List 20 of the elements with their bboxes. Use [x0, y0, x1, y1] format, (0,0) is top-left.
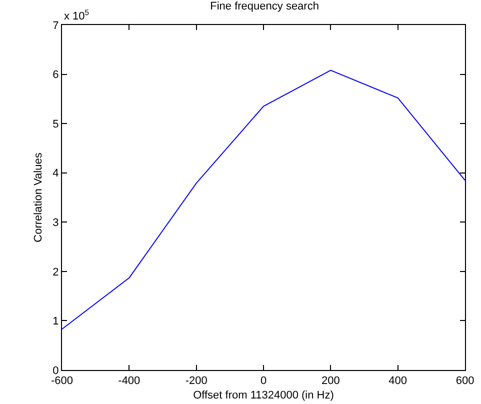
- x-tick-label: 400: [388, 375, 408, 388]
- x-tick-label: -600: [50, 375, 74, 388]
- y-tick-label: 4: [52, 168, 59, 180]
- x-tick-label: -200: [185, 375, 208, 388]
- y-tick-label: 6: [52, 69, 59, 82]
- y-tick-label: 2: [52, 266, 59, 278]
- x-tick-label: 0: [260, 375, 267, 388]
- x-tick-label: 600: [456, 375, 474, 388]
- y-tick-label: 7: [52, 20, 59, 32]
- x-tick-label: 200: [321, 375, 340, 388]
- line-series: [62, 70, 465, 330]
- x-axis-title: Offset from 11324000 (in Hz): [193, 389, 334, 402]
- y-tick-label: 1: [52, 316, 59, 328]
- y-tick-label: 5: [52, 118, 59, 130]
- x-tick-label: -400: [118, 375, 140, 388]
- y-tick-label: 0: [52, 364, 59, 377]
- y-tick-label: 3: [52, 216, 59, 229]
- text: x 10$^{5}$: [64, 8, 90, 23]
- y-axis-title: Correlation Values: [32, 152, 44, 242]
- chart-title: Fine frequency search: [210, 0, 319, 13]
